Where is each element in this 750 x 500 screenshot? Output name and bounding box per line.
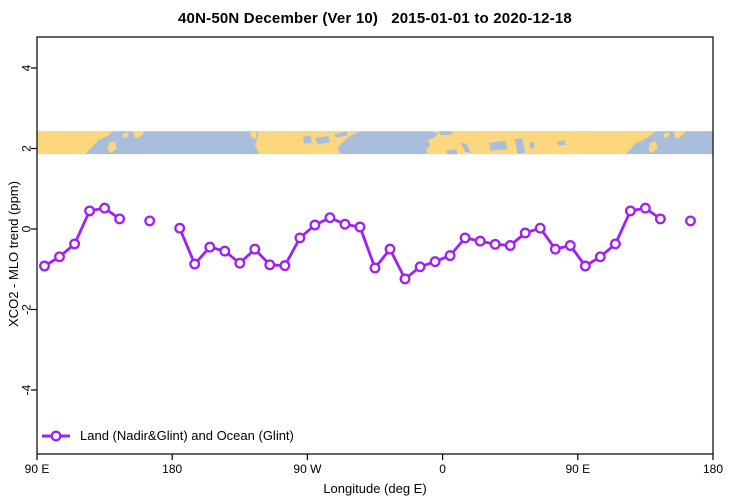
water-shape — [445, 149, 458, 155]
water-shape — [314, 135, 330, 145]
data-point — [504, 240, 516, 251]
data-point — [69, 238, 81, 250]
land-shape — [107, 141, 117, 153]
data-point — [639, 202, 651, 214]
map-band — [37, 131, 713, 155]
svg-text:0: 0 — [20, 225, 34, 232]
svg-text:180: 180 — [703, 462, 723, 476]
water-shape — [460, 142, 472, 153]
chart-title: 40N-50N December (Ver 10) 2015-01-01 to … — [178, 10, 572, 27]
data-point — [594, 251, 606, 263]
land-shape — [663, 132, 670, 139]
svg-text:90 E: 90 E — [25, 462, 50, 476]
svg-text:2: 2 — [20, 145, 34, 152]
data-series — [39, 202, 696, 285]
plot-border — [36, 36, 714, 455]
water-shape — [302, 135, 312, 144]
data-point — [534, 222, 546, 234]
water-shape — [529, 142, 535, 149]
data-point — [144, 215, 156, 227]
svg-text:4: 4 — [20, 64, 34, 71]
data-point — [459, 232, 471, 244]
data-point — [324, 212, 336, 224]
legend-label: Land (Nadir&Glint) and Ocean (Glint) — [80, 428, 294, 443]
data-point — [339, 218, 351, 230]
land-shape — [133, 131, 146, 139]
svg-text:-2: -2 — [20, 304, 34, 315]
data-point — [369, 262, 381, 274]
x-axis-label: Longitude (deg E) — [323, 481, 427, 496]
data-point — [84, 205, 96, 217]
legend: Land (Nadir&Glint) and Ocean (Glint) — [41, 428, 294, 443]
data-point — [114, 213, 126, 225]
data-point — [249, 243, 261, 255]
data-point — [564, 240, 576, 251]
data-point — [54, 251, 65, 263]
data-point — [219, 245, 231, 257]
data-point — [429, 256, 441, 268]
data-point — [264, 259, 276, 271]
water-shape — [438, 131, 454, 136]
water-shape — [514, 138, 526, 155]
legend-marker-icon — [42, 430, 70, 441]
svg-text:90 E: 90 E — [565, 462, 590, 476]
data-point — [474, 235, 486, 247]
y-axis-ticks: 4 2 0 -2 -4 — [20, 64, 37, 395]
data-point — [39, 260, 50, 272]
data-point — [309, 219, 321, 231]
data-point — [174, 222, 186, 234]
data-point — [414, 261, 426, 273]
data-point — [624, 205, 636, 217]
svg-text:-4: -4 — [20, 384, 34, 395]
data-point — [519, 227, 531, 239]
data-point — [234, 257, 246, 269]
svg-text:0: 0 — [439, 462, 446, 476]
water-shape — [489, 140, 508, 151]
data-point — [354, 221, 366, 233]
svg-text:180: 180 — [162, 462, 182, 476]
data-point — [489, 238, 501, 250]
data-point — [279, 260, 291, 272]
water-shape — [334, 131, 348, 138]
data-point — [444, 250, 456, 262]
data-point — [189, 258, 201, 270]
land-shape — [250, 131, 257, 140]
water-shape — [556, 140, 566, 146]
data-point — [399, 273, 411, 285]
data-point — [654, 213, 666, 225]
data-point — [609, 238, 621, 250]
land-shape — [37, 131, 114, 155]
land-shape — [673, 131, 686, 139]
data-point — [685, 215, 696, 227]
land-shape — [122, 132, 129, 139]
data-point — [579, 260, 591, 272]
data-point — [99, 202, 111, 214]
land-shape — [648, 141, 658, 153]
data-point — [384, 243, 396, 255]
land-shape — [426, 131, 656, 155]
x-axis-ticks: 90 E 180 90 W 0 90 E 180 — [25, 454, 723, 476]
svg-text:90 W: 90 W — [293, 462, 322, 476]
data-point — [549, 243, 561, 255]
data-point — [294, 232, 306, 244]
data-point — [204, 241, 216, 253]
